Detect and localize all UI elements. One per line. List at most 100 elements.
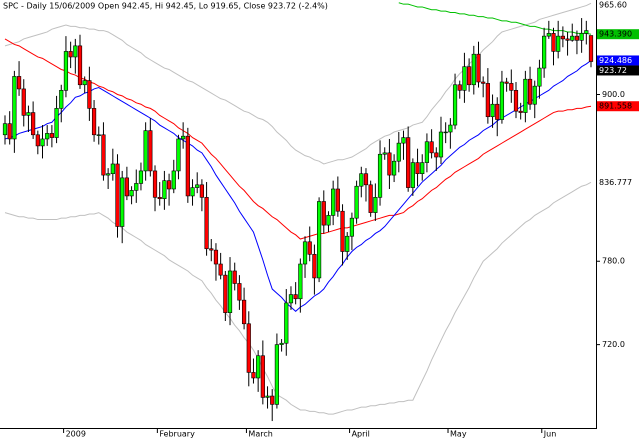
candle-body: [218, 263, 223, 276]
candle-body: [143, 130, 148, 172]
candle-body: [87, 80, 92, 109]
overlay-line: [4, 60, 592, 312]
candle-body: [476, 53, 481, 83]
candle-body: [565, 38, 570, 41]
candle-body: [181, 135, 186, 140]
candle-body: [68, 51, 73, 58]
candle-body: [63, 51, 69, 91]
candle-body: [392, 160, 397, 176]
candle-body: [570, 35, 575, 41]
candle-body: [31, 112, 36, 136]
candle-body: [2, 123, 8, 136]
candle-body: [499, 81, 505, 120]
x-tick-label: 2009: [66, 430, 86, 438]
candle-body: [560, 35, 565, 40]
candle-body: [551, 33, 556, 52]
candle-body: [481, 81, 486, 84]
candle-body: [77, 45, 83, 86]
candle-body: [166, 180, 172, 190]
candle-body: [326, 215, 331, 226]
candle-body: [199, 184, 204, 198]
value-tag: [597, 29, 639, 40]
candle-body: [176, 138, 181, 172]
overlay-line: [4, 38, 592, 240]
plot: [2, 2, 594, 422]
x-tick-label: February: [159, 430, 195, 438]
candle-body: [82, 80, 87, 86]
candle-body: [96, 134, 101, 136]
overlay-line: [4, 181, 592, 415]
candle-body: [260, 355, 265, 398]
candle-body: [316, 201, 322, 279]
candle-body: [537, 67, 542, 87]
candle-body: [115, 163, 120, 227]
candle-body: [542, 35, 547, 69]
value-tag-label: 924.486: [599, 56, 632, 65]
candle-body: [368, 184, 373, 213]
candle-body: [420, 162, 425, 175]
candle-body: [307, 241, 312, 255]
overlay-line: [398, 2, 592, 35]
candle-body: [251, 372, 256, 379]
value-tag-label: 965.60: [599, 1, 627, 10]
candle-body: [406, 137, 411, 188]
x-tick-label: May: [450, 430, 467, 438]
candle-body: [256, 355, 261, 379]
candle-body: [288, 294, 294, 304]
candle-body: [340, 210, 345, 252]
candle-body: [429, 141, 434, 154]
candle-body: [293, 294, 298, 300]
candle-body: [452, 84, 458, 126]
candle-body: [241, 299, 247, 325]
value-tag-label: 943.390: [599, 30, 632, 39]
y-tick-label: 900.0: [602, 90, 625, 99]
candle-body: [129, 190, 134, 197]
candle-body: [382, 152, 387, 155]
candle-body: [223, 274, 228, 313]
chart-title: SPC - Daily 15/06/2009 Open 942.45, Hi 9…: [3, 2, 328, 11]
candle-body: [546, 33, 551, 37]
candle-body: [509, 83, 514, 91]
candle-body: [49, 133, 54, 138]
candle-body: [298, 263, 303, 300]
candle-body: [232, 270, 237, 284]
candle-body: [467, 66, 472, 86]
candle-body: [54, 108, 59, 138]
candle-body: [363, 173, 369, 186]
candle-body: [457, 84, 462, 91]
candle-body: [345, 235, 350, 252]
candle-body: [471, 53, 476, 86]
candle-body: [279, 342, 284, 345]
candle-body: [354, 185, 359, 219]
candle-body: [532, 85, 537, 105]
candle-body: [12, 76, 17, 140]
candle-body: [424, 141, 430, 163]
value-tag-label: 836.777: [599, 178, 632, 187]
candle-body: [148, 130, 153, 172]
candle-body: [209, 248, 214, 251]
value-tag: [597, 177, 639, 188]
candle-body: [35, 134, 40, 147]
candle-body: [101, 134, 106, 176]
candle-body: [16, 76, 22, 90]
candle-body: [359, 173, 364, 187]
candle-body: [110, 163, 115, 175]
candle-body: [106, 173, 111, 176]
candle-body: [495, 103, 500, 120]
candle-body: [401, 137, 406, 144]
candle-body: [518, 110, 523, 113]
candle-body: [331, 188, 336, 216]
candle-body: [448, 124, 453, 133]
candle-body: [434, 152, 439, 158]
candle-body: [349, 217, 355, 237]
y-tick-label: 720.0: [602, 340, 625, 349]
candle-body: [396, 142, 401, 162]
candle-body: [59, 90, 64, 109]
candle-body: [415, 162, 420, 175]
value-tag: [597, 65, 639, 76]
candle-body: [185, 135, 190, 197]
candle-body: [462, 66, 467, 91]
candle-body: [527, 78, 533, 105]
candle-body: [7, 123, 12, 140]
